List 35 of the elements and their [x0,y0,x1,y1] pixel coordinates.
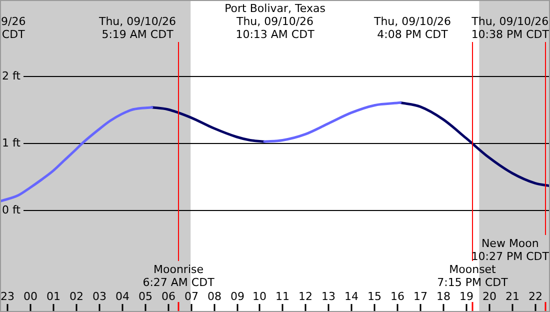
x-tick-label: 04 [116,290,130,303]
annotation: Thu, 09/10/26 4:08 PM CDT [372,15,452,41]
x-tick-label: 10 [252,290,266,303]
x-tick-label: 13 [322,290,336,303]
chart-title: Port Bolivar, Texas [224,2,326,15]
ref-line-label: Moonset 7:15 PM CDT [437,263,508,289]
x-tick-label: 06 [162,290,176,303]
x-tick-label: 08 [208,290,222,303]
y-tick-label: 2 ft [2,69,22,82]
annotation: 9/26 CDT [1,15,26,41]
x-tick-label: 22 [528,290,542,303]
x-tick-label: 02 [70,290,84,303]
x-tick-label: 12 [298,290,312,303]
x-tick-label: 20 [482,290,496,303]
x-tick-label: 16 [390,290,404,303]
x-tick-label: 23 [0,290,14,303]
x-tick-label: 15 [368,290,382,303]
x-tick-label: 05 [138,290,152,303]
x-tick-label: 09 [230,290,244,303]
x-tick-label: 17 [414,290,428,303]
x-tick-label: 19 [460,290,474,303]
x-tick-label: 14 [344,290,358,303]
annotation: Thu, 09/10/26 10:13 AM CDT [235,15,315,41]
x-tick-label: 00 [24,290,38,303]
y-tick-label: 1 ft [2,136,22,150]
annotation: Thu, 09/10/26 10:38 PM CDT [470,15,550,41]
x-tick-label: 11 [276,290,290,303]
x-tick-label: 03 [92,290,106,303]
x-tick-label: 18 [436,290,450,303]
y-tick-label: 0 ft [2,203,22,216]
ref-line-label: Moonrise 6:27 AM CDT [142,263,215,289]
annotation: Thu, 09/10/26 5:19 AM CDT [98,15,176,41]
x-tick-label: 07 [184,290,198,303]
x-tick-label: 21 [506,290,520,303]
x-tick-label: 01 [46,290,60,303]
